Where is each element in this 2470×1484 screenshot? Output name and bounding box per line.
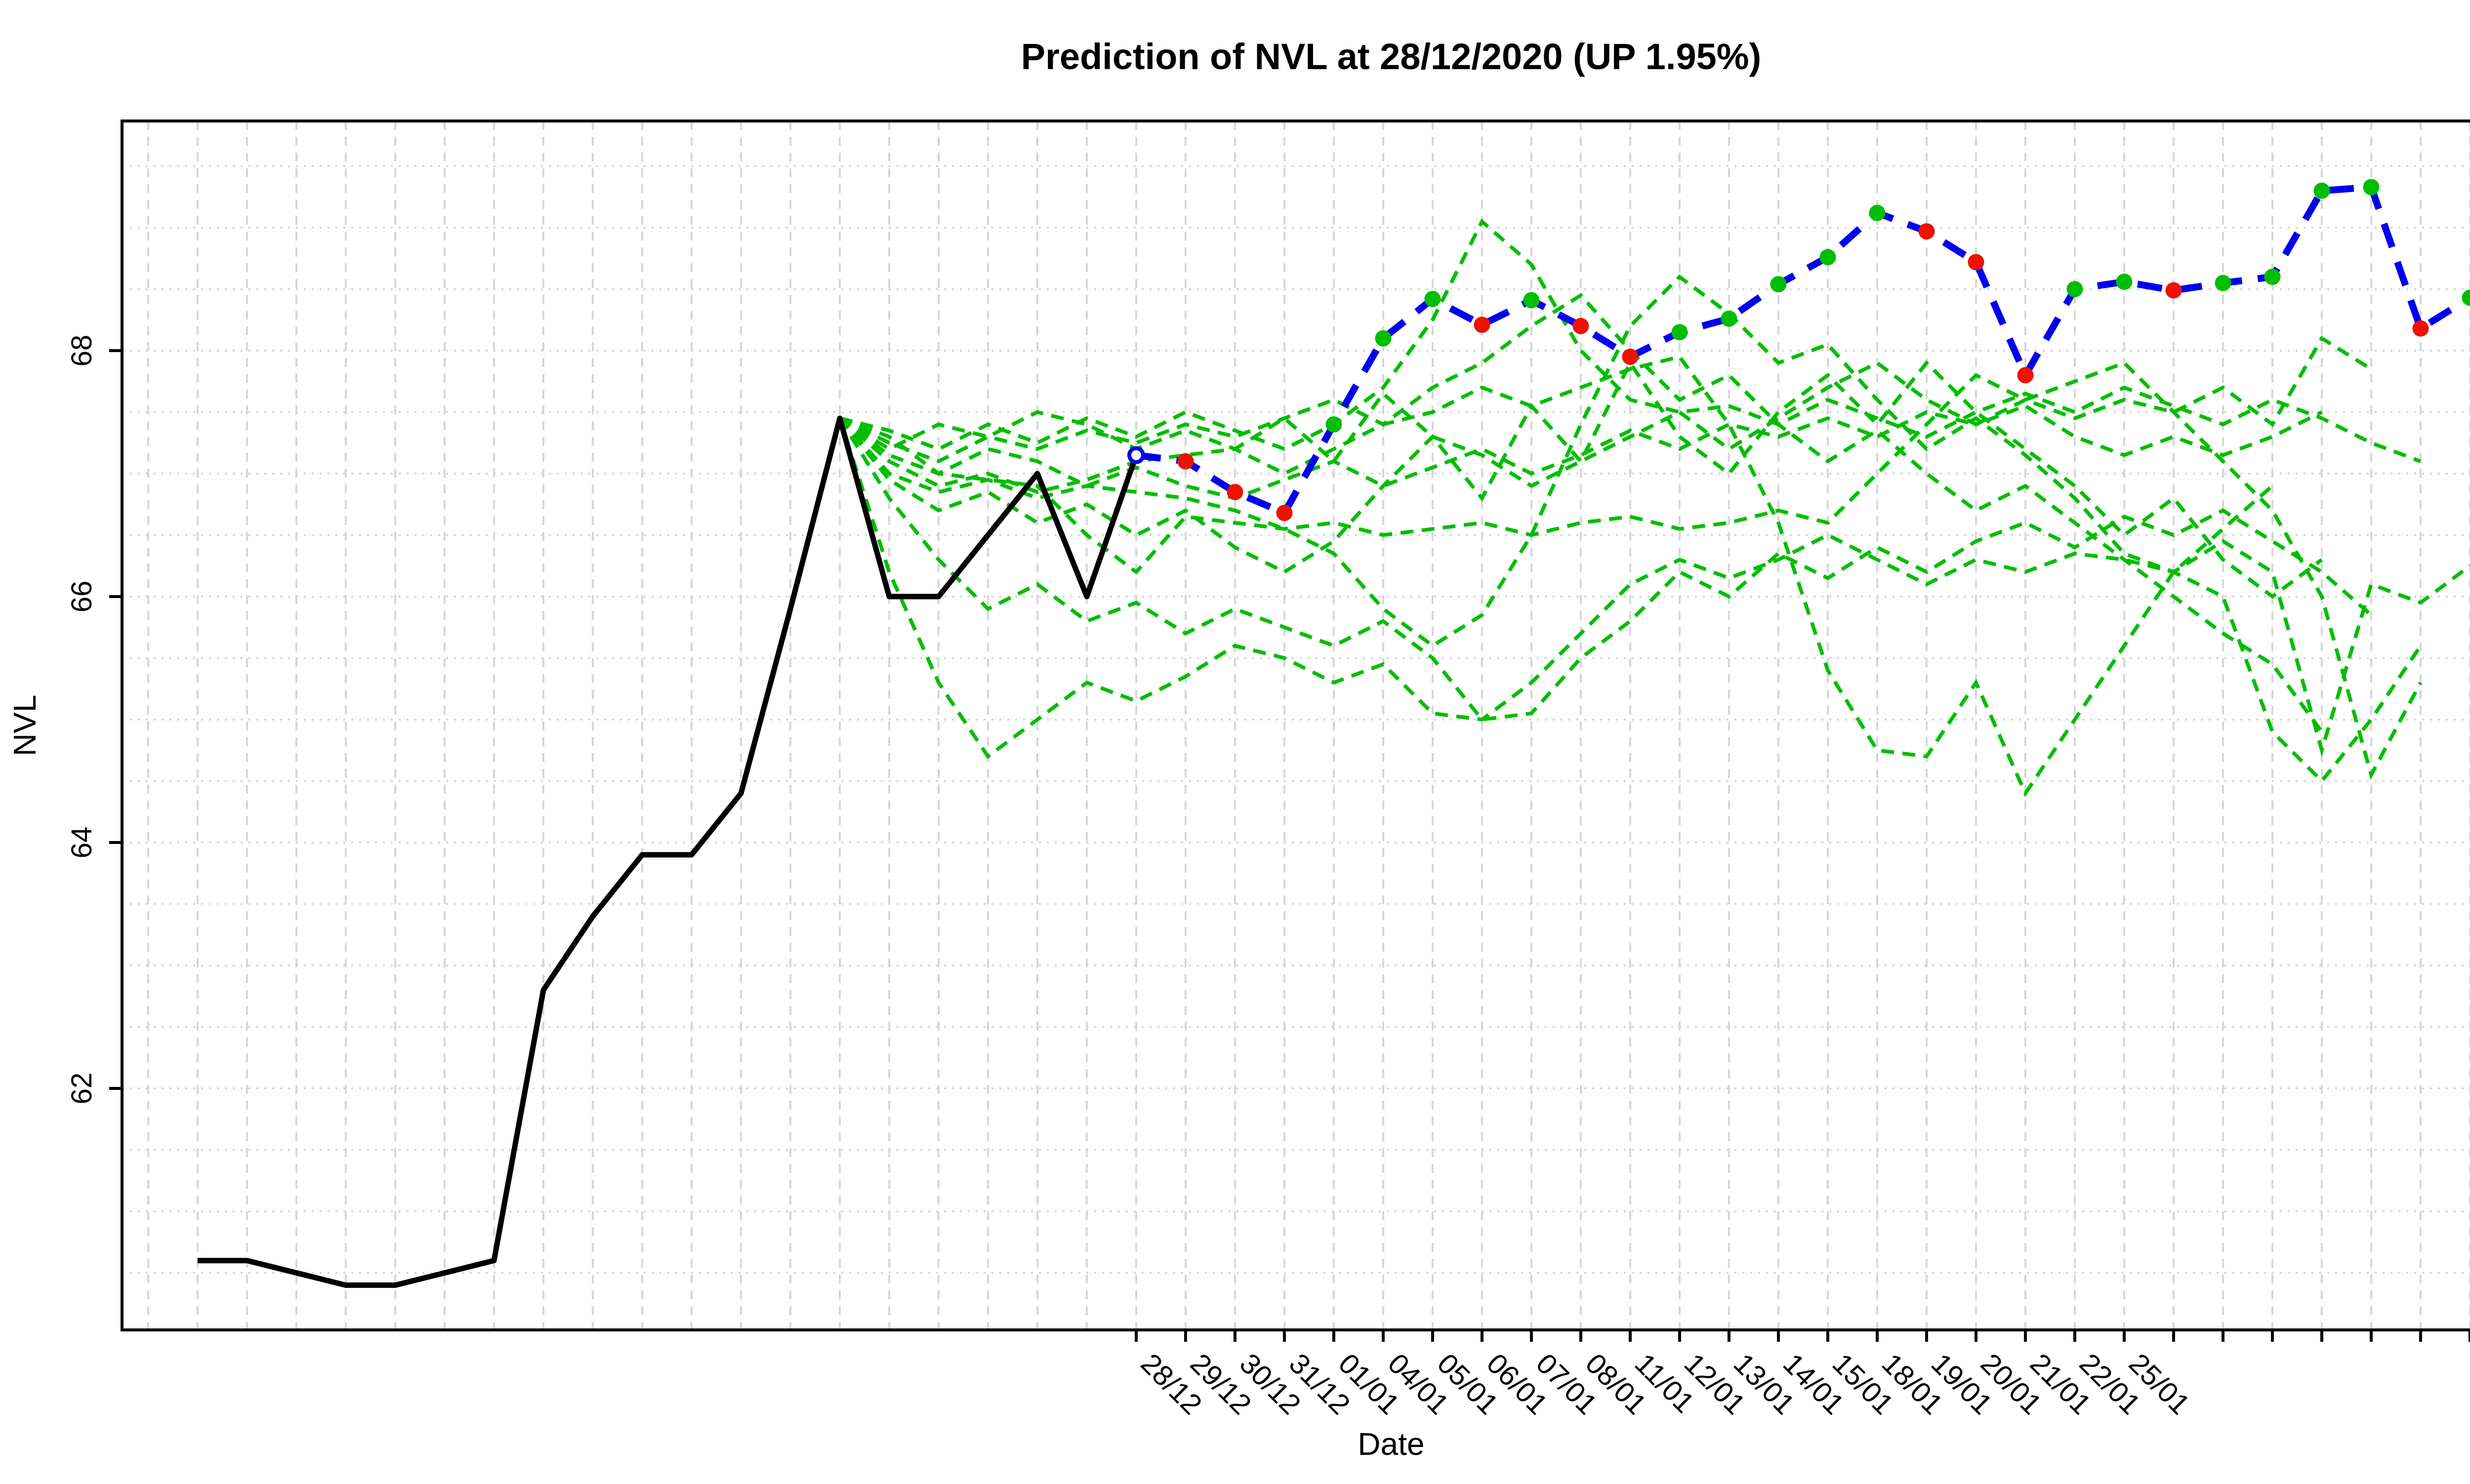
prediction-point-up bbox=[1375, 330, 1392, 347]
y-tick-label: 66 bbox=[66, 581, 98, 613]
prediction-point-up bbox=[1672, 324, 1688, 340]
prediction-point-down bbox=[1622, 349, 1639, 365]
prediction-point-down bbox=[1573, 318, 1589, 334]
prediction-point-down bbox=[1919, 223, 1935, 240]
prediction-point-up bbox=[1721, 311, 1737, 327]
y-axis-label: NVL bbox=[7, 695, 42, 757]
prediction-point-up bbox=[2314, 183, 2330, 199]
prediction-point-up bbox=[1425, 291, 1441, 307]
prediction-point-down bbox=[1178, 453, 1194, 470]
prediction-point-up bbox=[2067, 281, 2083, 297]
x-axis-label: Date bbox=[1358, 1426, 1424, 1462]
prediction-point-down bbox=[2166, 282, 2182, 298]
chart-title: Prediction of NVL at 28/12/2020 (UP 1.95… bbox=[1021, 36, 1761, 77]
prediction-point-up bbox=[2215, 275, 2231, 291]
y-tick-label: 64 bbox=[66, 827, 98, 859]
prediction-point-down bbox=[2413, 321, 2429, 337]
y-tick-label: 62 bbox=[66, 1073, 98, 1105]
prediction-point-down bbox=[1968, 254, 1984, 270]
prediction-point-up bbox=[1523, 292, 1540, 308]
prediction-point-down bbox=[1227, 484, 1243, 500]
prediction-point-up bbox=[1869, 205, 1886, 221]
prediction-point-up bbox=[1820, 249, 1836, 265]
prediction-point-up bbox=[1326, 416, 1342, 433]
y-tick-label: 68 bbox=[66, 335, 98, 367]
prediction-point-down bbox=[2017, 367, 2034, 383]
prediction-point-down bbox=[1276, 505, 1293, 521]
prediction-point-up bbox=[2363, 179, 2380, 195]
prediction-point-up bbox=[1770, 276, 1787, 292]
prediction-start-point bbox=[1129, 448, 1143, 462]
prediction-point-down bbox=[1474, 317, 1490, 333]
prediction-point-up bbox=[2264, 269, 2281, 285]
prediction-point-up bbox=[2116, 274, 2133, 290]
